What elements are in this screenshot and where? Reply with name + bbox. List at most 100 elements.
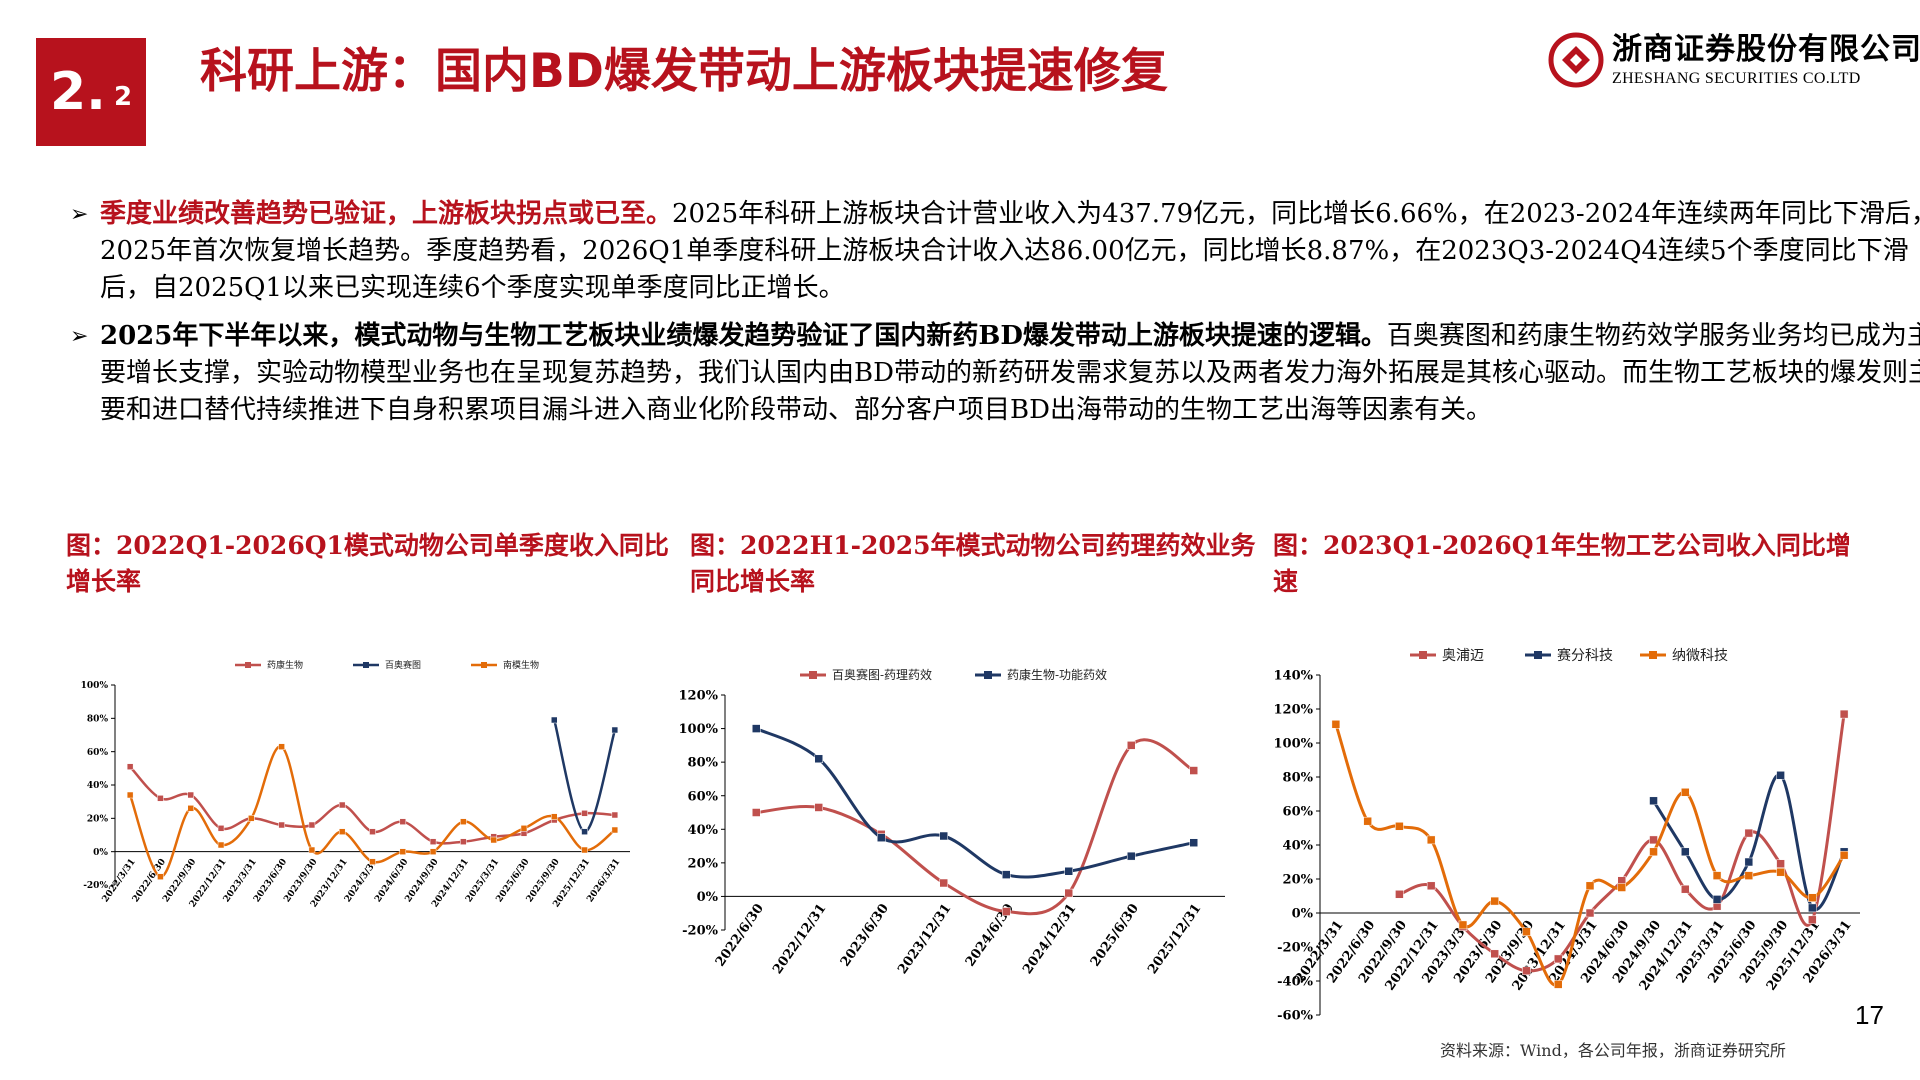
section-number-box: 2. 2 [36,38,146,146]
data-point [520,825,528,832]
section-sub-number: 2 [114,82,133,112]
data-point [1776,771,1785,780]
legend-marker [1534,651,1542,659]
x-tick-label: 2023/6/30 [838,901,892,969]
data-point [939,878,948,888]
legend-marker [245,662,251,668]
figure-caption-3: 图：2023Q1-2026Q1年生物工艺公司收入同比增速 [1273,531,1851,596]
data-point [1363,816,1372,826]
legend-marker [809,671,817,679]
y-tick-label: 80% [87,714,109,724]
legend-label: 赛分科技 [1557,648,1613,664]
data-point [157,795,164,802]
data-point [157,873,164,880]
data-point [611,826,619,834]
bullet-point-1: ➢ 季度业绩改善趋势已验证，上游板块拐点或已至。2025年科研上游板块合计营业收… [70,196,1920,311]
data-point [1839,850,1849,860]
data-point [1395,822,1404,831]
data-point [187,805,194,812]
data-point [1490,949,1499,959]
data-point [217,825,225,832]
data-point [429,848,437,855]
data-point [1426,835,1436,845]
y-tick-label: -20% [682,924,718,939]
data-point [551,716,558,724]
chart-bioprocess-revenue-growth: 140%120%100%80%60%40%20%0%-20%-40%-60%20… [1274,647,1860,1024]
y-tick-label: 120% [1274,703,1314,718]
brand-name-en: ZHESHANG SECURITIES CO.LTD [1612,70,1861,87]
y-tick-label: 60% [1283,805,1314,820]
y-tick-label: 140% [1274,669,1314,684]
brand-name-cn: 浙商证券股份有限公司 [1612,32,1920,67]
arrow-bullet-icon: ➢ [70,324,89,349]
data-point [1681,884,1690,894]
series-line [1398,713,1846,973]
y-tick-label: -40% [1277,975,1313,990]
data-point [1002,907,1011,916]
data-point [278,821,285,829]
data-point [611,726,619,734]
y-tick-label: -20% [1277,941,1313,956]
y-tick-label: 100% [81,681,109,691]
data-point [248,815,255,822]
data-point [1553,954,1563,964]
data-point [1458,920,1468,930]
y-tick-label: 20% [688,856,719,871]
legend-label: 药康生物 [267,659,303,671]
figure-caption-2: 图：2022H1-2025年模式动物公司药理药效业务同比增长率 [690,531,1256,596]
data-point [399,818,407,825]
y-tick-label: 80% [688,756,719,771]
y-tick-label: 80% [1283,771,1314,786]
data-point [1585,908,1595,918]
data-point [1808,903,1817,913]
data-point [1395,890,1404,899]
data-point [1064,867,1073,876]
data-point [1522,927,1531,936]
bullet-highlight: 2025年下半年以来，模式动物与生物工艺板块业绩爆发趋势验证了国内新药BD爆发带… [100,321,1387,351]
x-tick-label: 2022/6/30 [713,901,767,969]
section-number: 2. [50,62,106,122]
x-tick-label: 2025/12/31 [1145,901,1204,977]
data-point [460,838,467,845]
data-point [1002,870,1011,879]
data-point [1776,867,1785,877]
data-point [1522,966,1531,976]
data-point [1681,847,1690,857]
page-number: 17 [1855,1000,1884,1030]
data-point [1839,709,1849,719]
data-point [752,724,761,733]
data-point [126,791,134,799]
data-point [308,821,316,829]
y-tick-label: 60% [87,748,109,758]
legend-label: 南模生物 [503,659,539,671]
data-point [939,831,948,841]
y-tick-label: 60% [688,789,719,804]
legend-marker [1419,651,1427,659]
data-point [429,838,437,845]
y-tick-label: 100% [679,722,719,737]
data-point [1490,896,1499,906]
figure-caption-1: 图：2022Q1-2026Q1模式动物公司单季度收入同比增长率 [66,531,669,596]
legend-marker [984,671,992,679]
data-point [1127,741,1136,750]
y-tick-label: -20% [83,881,108,891]
bullet-body: 百奥赛图和药康生物药效学服务业务均已成为主要增长支撑，实验动物模型业务也在呈现复… [100,321,1920,425]
data-point [551,813,558,820]
legend-marker [481,662,487,668]
data-point [1681,788,1690,797]
data-point [278,743,285,750]
data-point [1712,895,1722,904]
y-tick-label: 0% [697,890,719,905]
data-point [187,791,194,799]
x-tick-label: 2023/12/31 [895,901,954,977]
series-line [128,745,616,878]
bullet-body: 2025年科研上游板块合计营业收入为437.79亿元，同比增长6.66%，在20… [100,199,1920,303]
data-point [581,846,588,854]
zheshang-logo-icon [1548,32,1604,88]
data-point [1617,883,1627,892]
legend-marker [1649,651,1657,659]
series-line [756,738,1195,916]
page-title: 科研上游：国内BD爆发带动上游板块提速修复 [200,44,1168,99]
data-point [1712,871,1722,880]
legend-marker [363,662,369,668]
